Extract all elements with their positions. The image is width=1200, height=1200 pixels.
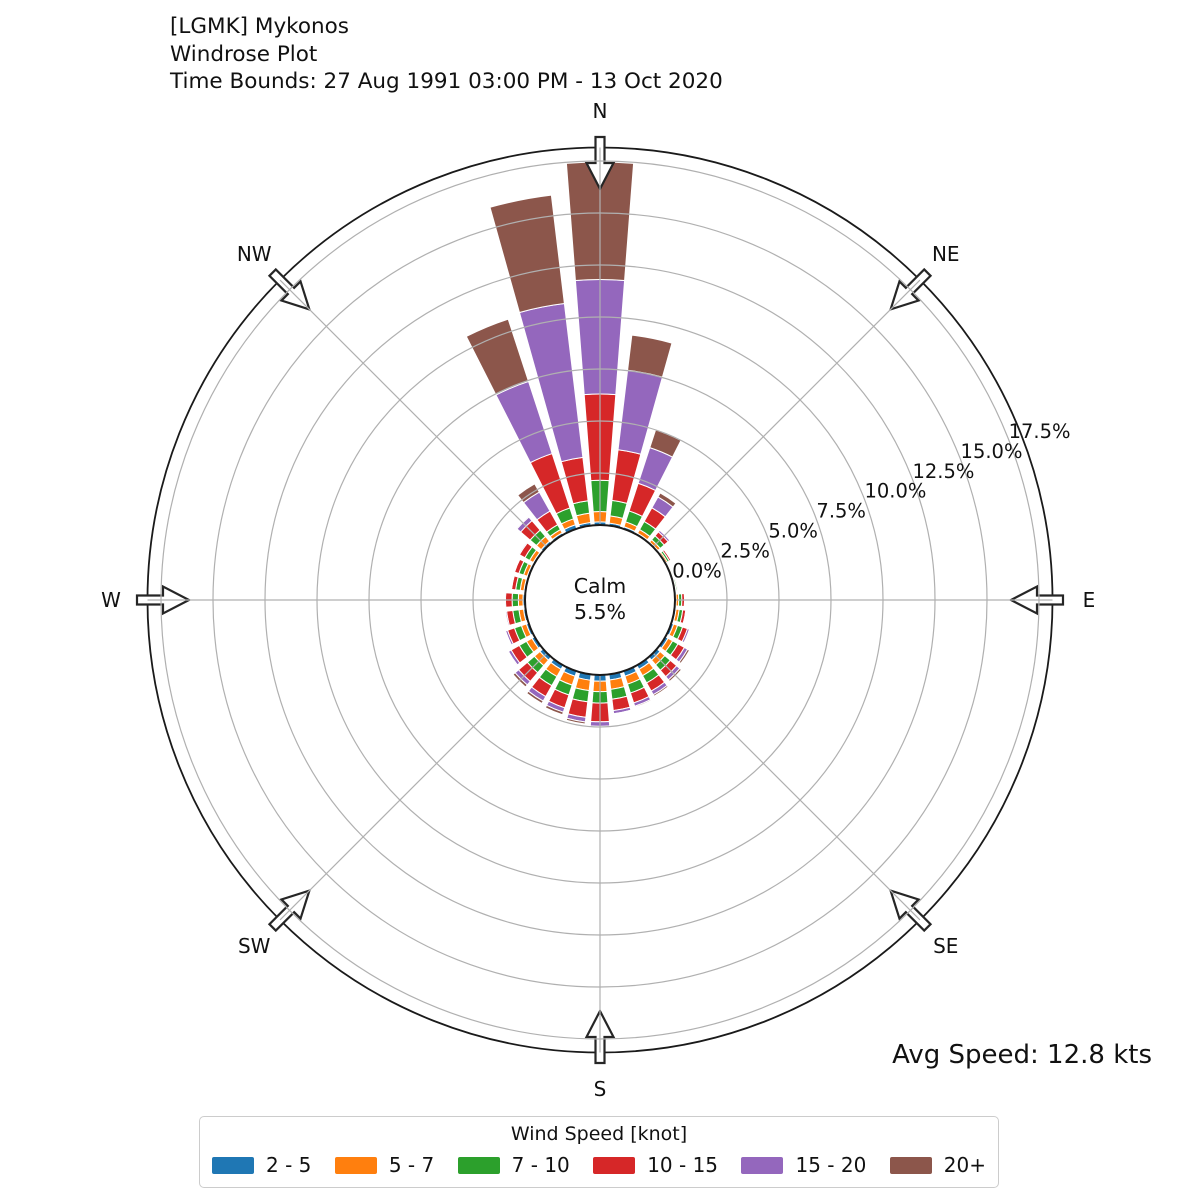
radial-tick-label: 17.5% — [1009, 420, 1071, 443]
plot-type-title: Windrose Plot — [170, 41, 318, 67]
windrose-bar-segment — [683, 609, 688, 625]
compass-label-N: N — [593, 99, 608, 123]
legend-items: 2 - 5 5 - 7 7 - 10 10 - 15 15 - 20 20+ — [212, 1153, 986, 1177]
compass-label-SW: SW — [238, 934, 271, 958]
windrose-bar-segment — [613, 709, 632, 716]
radial-tick-label: 12.5% — [912, 460, 974, 483]
windrose-bar-segment — [652, 684, 669, 697]
legend-swatch-icon — [212, 1156, 254, 1174]
windrose-bar-segment — [657, 492, 677, 508]
polar-spoke — [648, 648, 921, 921]
time-bounds-title: Time Bounds: 27 Aug 1991 03:00 PM - 13 O… — [170, 69, 723, 94]
legend-entry-2-5: 2 - 5 — [212, 1153, 311, 1177]
radial-tick-label: 15.0% — [961, 440, 1023, 463]
polar-spoke — [279, 648, 552, 921]
calm-label: Calm — [574, 574, 627, 598]
legend-entry-label: 10 - 15 — [647, 1153, 719, 1177]
compass-label-SE: SE — [933, 934, 958, 958]
legend-entry-label: 15 - 20 — [795, 1153, 867, 1177]
station-title: [LGMK] Mykonos — [170, 14, 349, 39]
legend-entry-5-7: 5 - 7 — [334, 1153, 435, 1177]
radial-tick-label: 2.5% — [720, 539, 770, 562]
avg-speed-label: Avg Speed: 12.8 kts — [892, 1040, 1152, 1070]
compass-label-W: W — [101, 588, 121, 612]
windrose-bar-segment — [465, 318, 530, 396]
legend-swatch-icon — [741, 1156, 784, 1174]
polar-spoke — [279, 279, 552, 552]
windrose-bar-segment — [675, 578, 680, 592]
legend-entry-label: 5 - 7 — [388, 1153, 435, 1177]
legend-entry-20+: 20+ — [889, 1153, 986, 1177]
polar-spoke — [648, 279, 921, 552]
windrose-bar-segment — [489, 194, 565, 313]
legend-title: Wind Speed [knot] — [510, 1123, 688, 1145]
legend-entry-15-20: 15 - 20 — [741, 1153, 866, 1177]
radial-tick-label: 7.5% — [816, 500, 866, 523]
windrose-bar-segment — [506, 651, 518, 667]
windrose-bar-segment — [669, 563, 676, 577]
legend-entry-label: 7 - 10 — [511, 1153, 570, 1177]
legend-entry-7-10: 7 - 10 — [457, 1153, 570, 1177]
legend-swatch-icon — [593, 1156, 636, 1174]
windrose-bar-segment — [683, 628, 691, 644]
legend-swatch-icon — [457, 1156, 500, 1174]
legend-entry-10-15: 10 - 15 — [593, 1153, 718, 1177]
compass-label-NW: NW — [237, 242, 272, 266]
compass-label-E: E — [1083, 588, 1096, 612]
calm-circle — [524, 524, 676, 676]
radial-tick-label: 10.0% — [864, 480, 926, 503]
legend-swatch-icon — [889, 1156, 932, 1174]
windrose-bar-segment — [565, 717, 586, 725]
windrose-bar-segment — [627, 334, 673, 378]
legend-entry-label: 2 - 5 — [266, 1153, 312, 1177]
windrose-bar-segment — [664, 548, 673, 561]
windrose-bar-segment — [634, 699, 652, 708]
windrose-bar-segment — [513, 558, 521, 573]
legend-swatch-icon — [334, 1156, 377, 1174]
windrose-bar-segment — [504, 610, 509, 627]
radial-tick-label: 5.0% — [768, 519, 818, 542]
calm-percent-label: 5.5% — [574, 600, 626, 624]
windrose-bar-segment — [517, 541, 527, 555]
windrose-bar-segment — [678, 648, 690, 664]
windrose-bar-segment — [517, 483, 540, 504]
wind-speed-legend: Wind Speed [knot] 2 - 5 5 - 7 7 - 10 10 - 1… — [199, 1116, 999, 1188]
windrose-bar-segment — [526, 690, 544, 704]
windrose-bar-segment — [544, 704, 564, 716]
legend-entry-label: 20+ — [943, 1153, 986, 1177]
radial-tick-label: 0.0% — [672, 559, 722, 582]
compass-label-NE: NE — [932, 242, 960, 266]
windrose-bar-segment — [510, 575, 515, 590]
compass-label-S: S — [594, 1077, 607, 1101]
chart-title-block: [LGMK] Mykonos Windrose Plot Time Bounds… — [170, 13, 723, 96]
windrose-bar-segment — [504, 630, 512, 646]
